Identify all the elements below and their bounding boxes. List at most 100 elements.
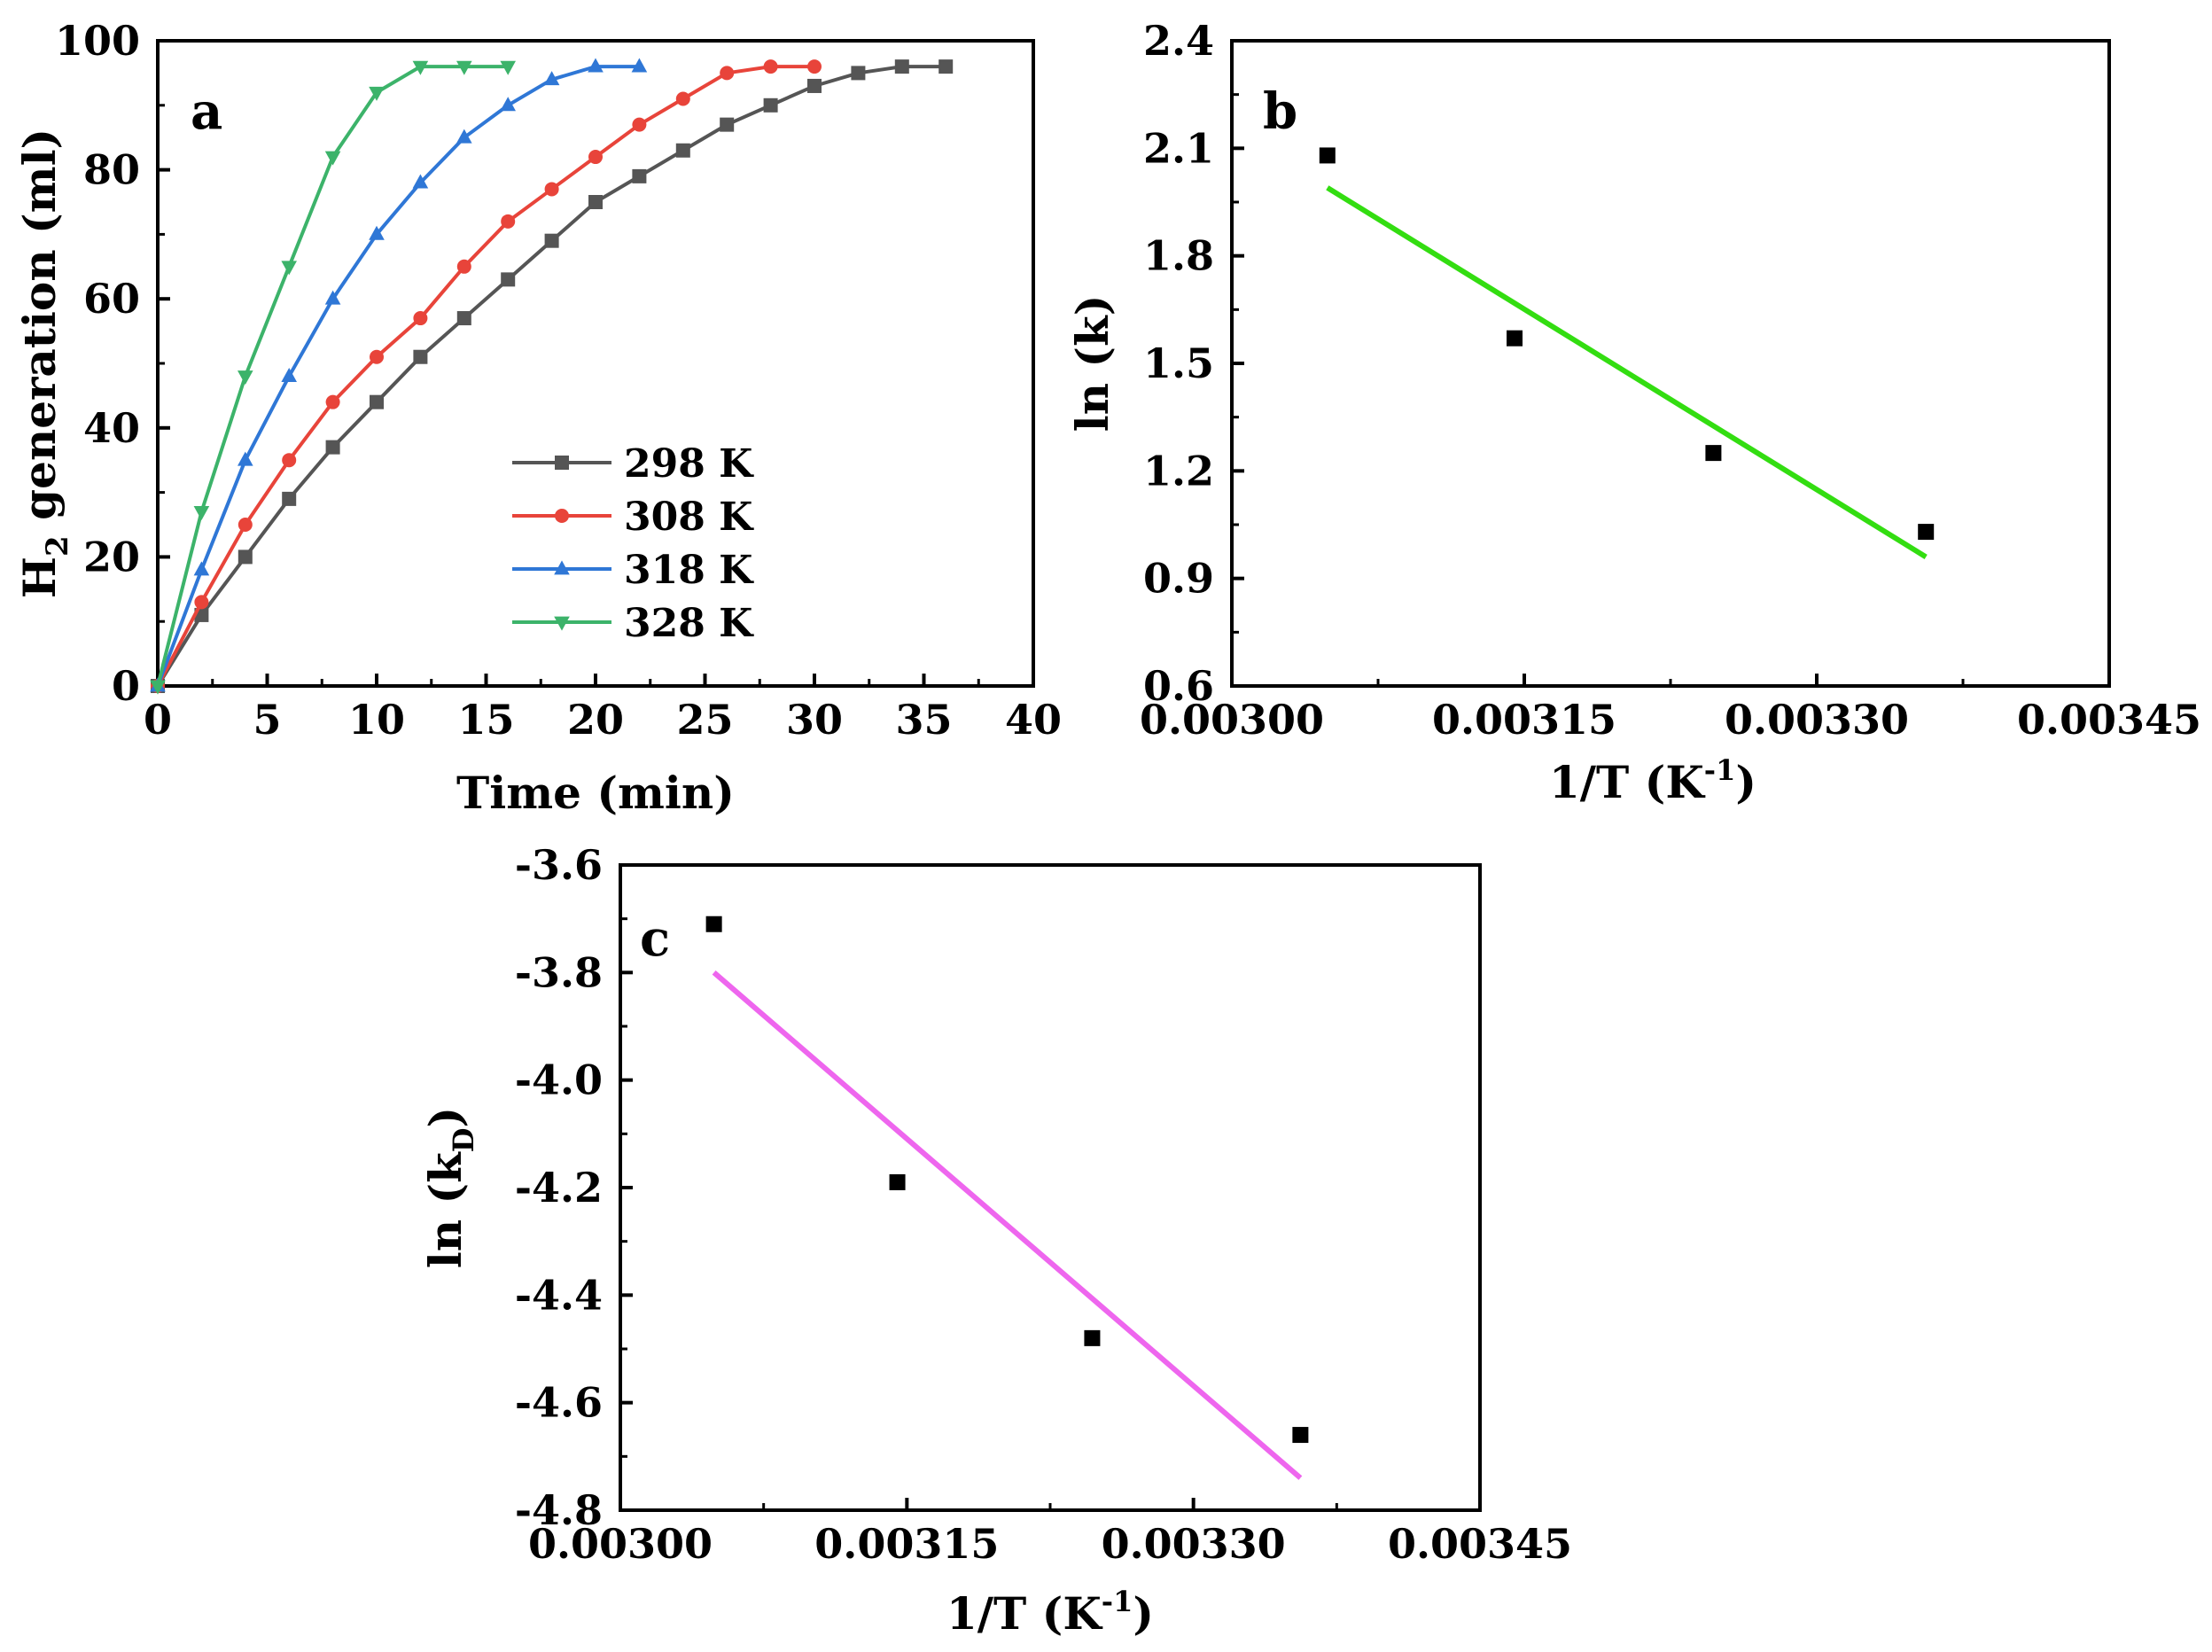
panel-a-series-0-point [675,143,690,158]
panel-c-y-tick-label: -3.6 [515,841,603,889]
panel-a-series-3-point [500,60,516,75]
panel-c-ticks: 0.00300 0.00315 0.00330 0.00345 -4.8 -4.6 -4.4… [515,841,1572,1568]
panel-a-series-0-point [456,311,471,326]
panel-b-y-tick-label: 0.9 [1143,555,1214,603]
panel-c-x-axis-label-sup: -1 [1102,1585,1133,1618]
panel-b-y-tick-label: 1.8 [1143,232,1214,280]
panel-a-series-3-point [412,60,429,75]
panel-c-y-tick-label: -4.2 [515,1164,603,1212]
panel-a-series-0-point [851,66,866,81]
panel-a-series-line-0 [156,65,946,688]
panel-a-series-1-point [325,394,340,409]
panel-a-series-1-point [413,311,428,326]
panel-a-series-2-point [369,225,385,240]
panel-a-y-tick-label: 40 [83,404,140,452]
panel-b-label: b [1263,82,1297,141]
panel-a-series-1-point [194,595,209,610]
panel-a-legend-entry-2: 318 K [624,548,754,593]
panel-a-x-tick-label: 25 [676,696,733,744]
panel-b-data-point [1507,330,1523,347]
panel-a-series-1-point [544,182,559,197]
panel-c-y-tick-label: -4.4 [515,1271,603,1319]
panel-a-y-tick-label: 60 [83,275,140,323]
panel-a-y-tick-label: 0 [112,662,140,710]
panel-a-series-0-point [763,97,778,113]
panel-a-series-1-point [456,259,471,274]
panel-b-x-tick-label: 0.00315 [1432,696,1616,744]
panel-a-x-axis-label: Time (min) [456,767,735,819]
panel-c-data-point [1292,1427,1309,1444]
panel-b-arrhenius: 0.00300 0.00315 0.00330 0.00345 0.6 0.9 1.2 1.5… [1066,17,2201,808]
panel-c-y-tick-label: -4.8 [515,1486,603,1534]
panel-b-y-tick-label: 0.6 [1143,662,1214,710]
panel-b-x-tick-label: 0.00330 [1725,696,1909,744]
panel-a-x-tick-label: 10 [348,696,405,744]
panel-a-y-tick-label: 100 [55,17,140,65]
panel-a-series-1-point [807,59,822,74]
panel-c-y-tick-label: -4.0 [515,1056,603,1104]
panel-c-label: c [640,909,670,968]
panel-a-legend: 298 K 308 K 318 K 328 K [512,441,754,646]
panel-a-y-axis-label-subscript: 2 [40,535,75,557]
panel-a-label: a [191,82,222,141]
panel-a-series-0-point [807,78,822,93]
panel-a-series-1-point [720,66,735,81]
panel-a-series-0-point [238,549,253,565]
panel-a-series-2-point [543,71,560,86]
panel-a-legend-marker-2 [554,560,570,575]
panel-c-arrhenius-diffusion: 0.00300 0.00315 0.00330 0.00345 -4.8 -4.6 -4.4… [419,841,1572,1640]
panel-c-data-point [705,916,722,932]
panel-c-fit-line [712,970,1303,1480]
panel-a-series-2-point [412,174,429,189]
panel-b-y-tick-label: 2.4 [1143,17,1214,65]
panel-a-series-0-point [501,272,516,287]
panel-c-x-tick-label: 0.00315 [814,1520,999,1568]
panel-a-series-2-point [193,561,210,576]
panel-a-series-2-point [631,58,648,73]
panel-a-series-1-point [370,349,384,364]
panel-a-series-3-point [324,151,341,166]
panel-c-x-tick-label: 0.00300 [528,1520,713,1568]
panel-a-y-axis-label: H2 generation (ml) [13,129,75,598]
panel-a-series-group [150,58,954,695]
panel-a-series-line-2 [156,65,640,687]
panel-a-series-3-point [238,370,253,386]
panel-a-series-1-point [632,117,647,132]
panel-a-series-1-point [675,91,690,106]
panel-b-y-tick-label: 2.1 [1143,124,1214,172]
panel-a-series-line-1 [156,65,814,687]
panel-a-series-2-point [281,367,297,382]
panel-a-series-2-point [500,97,516,112]
panel-b-x-tick-label: 0.00300 [1140,696,1324,744]
panel-a-series-3-point [193,506,210,521]
panel-c-y-axis-label-subscript: D [447,1127,480,1152]
panel-a-series-0-point [282,491,297,506]
panel-c-y-tick-label: -3.8 [515,948,603,996]
panel-a-time-course: 0 5 10 15 20 25 30 35 40 0 20 40 60 80 100 a 298 K 308 … [13,17,1062,819]
panel-a-series-3-point [281,261,297,276]
panel-a-x-tick-label: 40 [1005,696,1062,744]
panel-a-series-1-point [588,150,603,165]
panel-a-series-0-point [413,349,428,364]
panel-a-series-3-point [369,86,385,101]
panel-b-x-tick-label: 0.00345 [2017,696,2201,744]
panel-a-series-0-point [632,168,647,183]
panel-b-data-point [1918,524,1935,541]
panel-b-x-axis-label-sup: -1 [1704,753,1736,787]
panel-c-x-axis-label-end: ) [1133,1587,1154,1640]
panel-a-x-tick-label: 0 [144,696,172,744]
panel-c-x-axis-label: 1/T (K-1) [946,1585,1154,1640]
panel-a-legend-marker-1 [555,509,569,523]
panel-a-series-0-point [939,59,954,74]
panel-a-series-0-point [370,394,384,409]
panel-a-series-2-point [456,129,472,144]
panel-a-ticks: 0 5 10 15 20 25 30 35 40 0 20 40 60 80 100 [55,17,1062,744]
panel-c-y-axis-label-end: ) [419,1107,471,1128]
panel-c-y-axis-label-main: ln (k [419,1151,471,1268]
panel-a-y-axis-label-rest: generation (ml) [13,129,66,536]
panel-b-x-axis-label-end: ) [1735,756,1756,808]
panel-c-data-point [1084,1329,1101,1346]
panel-a-legend-marker-3 [554,616,570,631]
panel-a-x-tick-label: 15 [457,696,514,744]
panel-b-points-group [1319,147,1935,541]
